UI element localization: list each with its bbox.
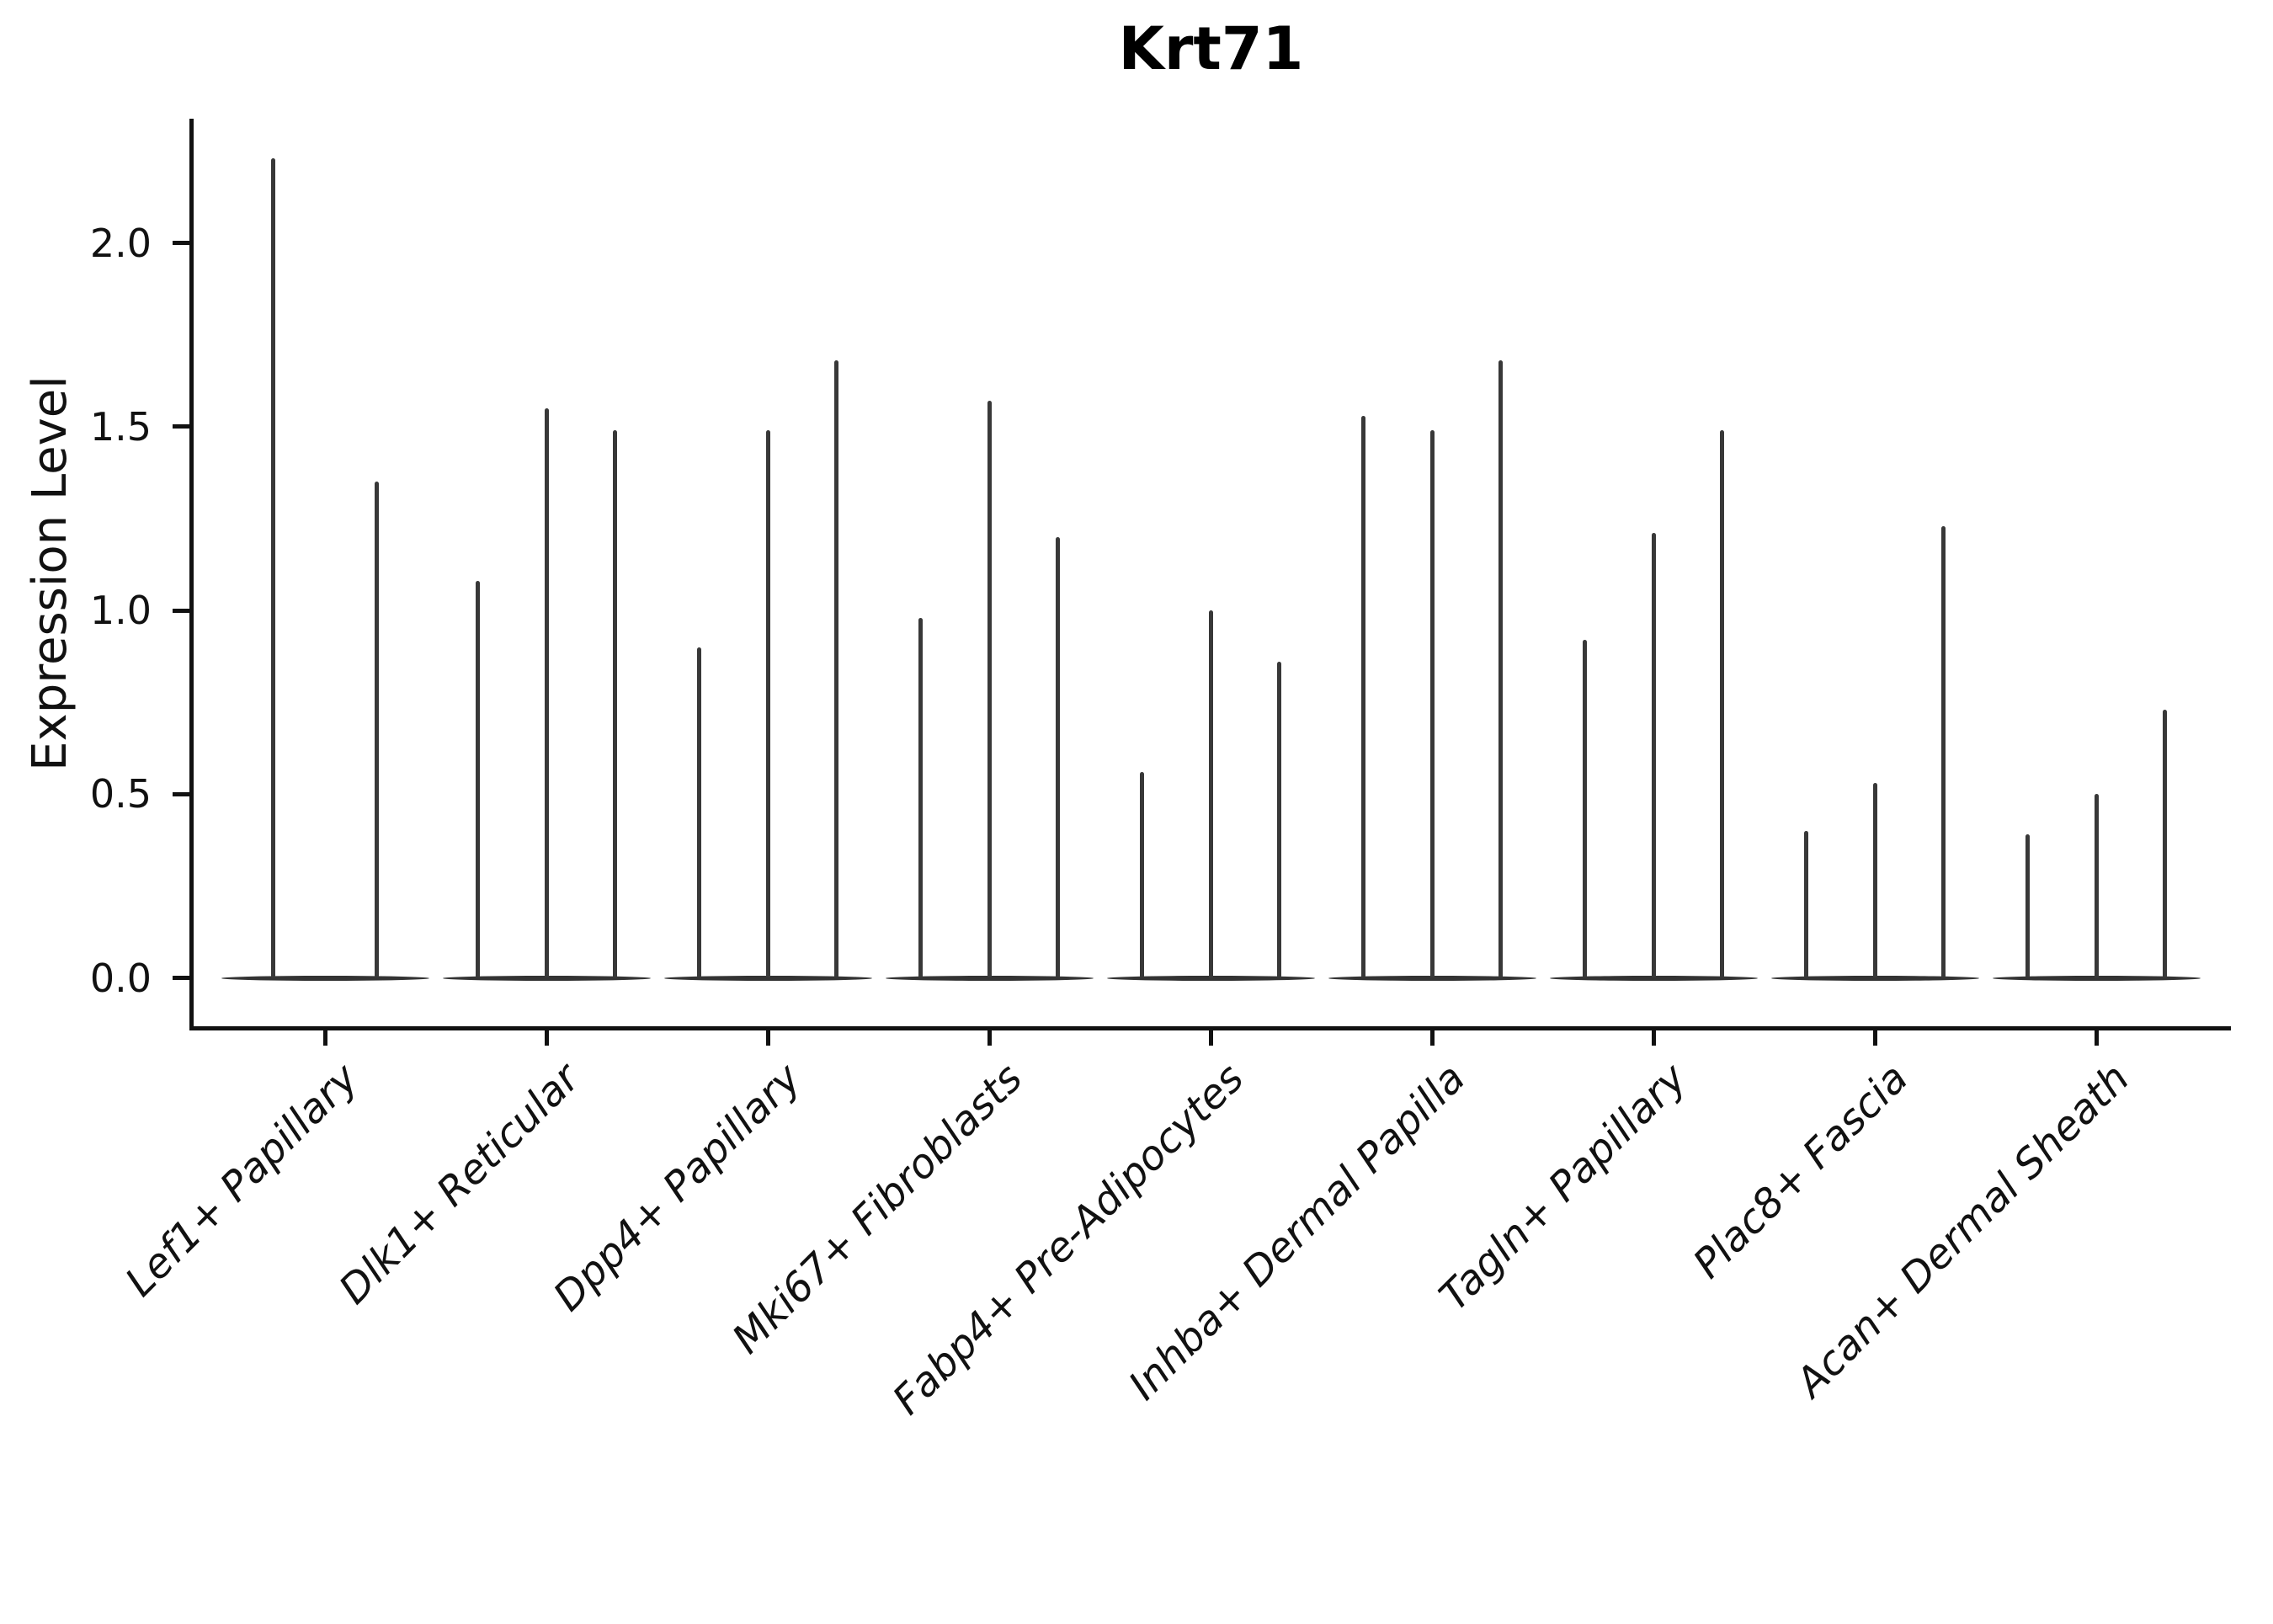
violin-baseline (885, 975, 1094, 981)
y-tick (173, 608, 189, 613)
violin-spike (1139, 772, 1144, 978)
violin-baseline (1549, 975, 1758, 981)
violin-spike (1056, 536, 1061, 978)
violin-spike (1208, 610, 1213, 978)
y-tick (173, 241, 189, 245)
x-tick (1872, 1030, 1877, 1046)
violin-spike (1651, 533, 1656, 978)
violin-spike (1941, 525, 1946, 978)
violin-spike (1872, 783, 1877, 978)
violin-spike (1429, 430, 1435, 978)
x-tick (987, 1030, 992, 1046)
violin-spike (2163, 709, 2168, 978)
violin-spike (987, 401, 992, 978)
x-tick (322, 1030, 327, 1046)
x-tick (2094, 1030, 2099, 1046)
violin-spike (613, 430, 618, 978)
violin-spike (2094, 794, 2099, 978)
violin-baseline (663, 975, 872, 981)
x-tick (1208, 1030, 1213, 1046)
figure: Krt71 Expression Level 0.0 0.5 1.0 1.5 2.0 Le… (23, 14, 2231, 1424)
violin-spike (1720, 430, 1725, 978)
y-tick-label: 1.5 (89, 403, 152, 450)
violin-baseline (221, 975, 429, 981)
violin-baseline (442, 975, 651, 981)
y-tick-label: 1.0 (89, 588, 152, 633)
violin-spike (834, 360, 839, 978)
violin-spike (2025, 834, 2030, 978)
x-tick (1651, 1030, 1656, 1046)
violin-spike (544, 407, 549, 978)
x-axis-spine (189, 1026, 2231, 1030)
violin-baseline (1992, 975, 2201, 981)
violin-spike (475, 581, 480, 978)
violin-spike (696, 647, 701, 978)
violin-spike (1360, 415, 1365, 978)
violin-baseline (1770, 975, 1979, 981)
x-tick (1429, 1030, 1435, 1046)
y-tick-label: 2.0 (89, 220, 152, 266)
y-tick (173, 791, 189, 796)
x-tick (765, 1030, 770, 1046)
violin-spike (765, 430, 770, 978)
violin-spike (1498, 360, 1504, 978)
violin-spike (374, 482, 379, 978)
violin-spike (1277, 662, 1282, 978)
y-tick-label: 0.0 (89, 955, 152, 1001)
violin-baseline (1328, 975, 1536, 981)
y-tick-label: 0.5 (89, 771, 152, 817)
y-tick (173, 976, 189, 980)
plot-title: Krt71 (1118, 14, 1304, 83)
y-tick (173, 424, 189, 429)
y-axis-spine (189, 119, 194, 1030)
violin-spike (271, 158, 276, 978)
violin-spike (1582, 639, 1587, 978)
x-tick (544, 1030, 549, 1046)
violin-spike (1803, 830, 1808, 978)
violin-spike (918, 617, 923, 978)
violin-baseline (1106, 975, 1315, 981)
